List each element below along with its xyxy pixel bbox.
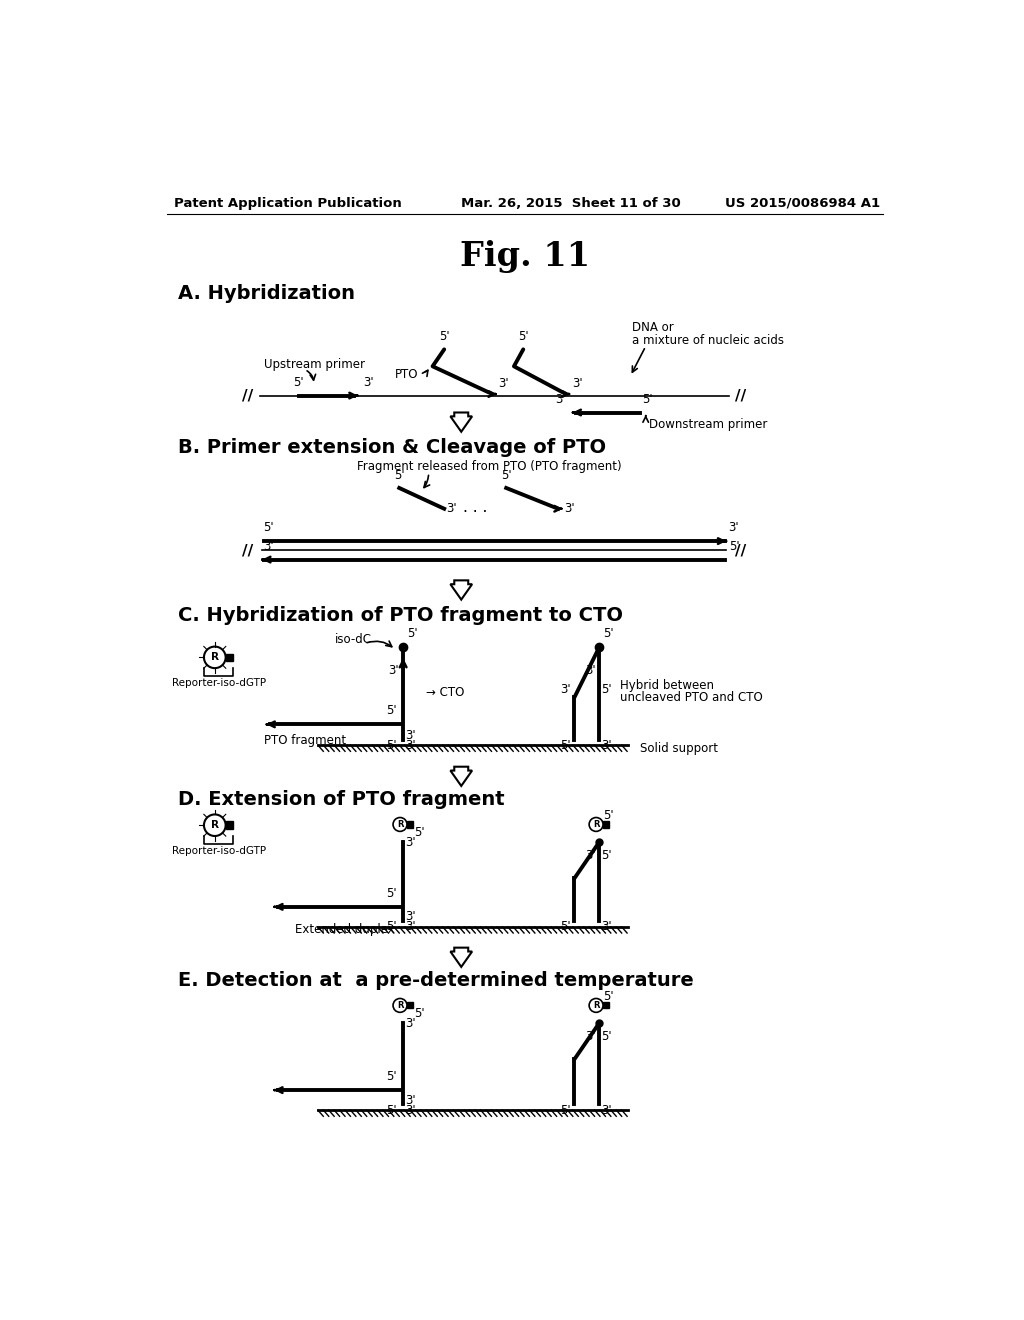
Text: Reporter-iso-dGTP: Reporter-iso-dGTP <box>172 846 266 855</box>
Text: · · ·: · · · <box>463 506 487 520</box>
Polygon shape <box>451 948 472 966</box>
FancyBboxPatch shape <box>225 653 233 661</box>
Text: A. Hybridization: A. Hybridization <box>178 284 355 302</box>
Text: 5': 5' <box>414 825 425 838</box>
Text: Extended duplex: Extended duplex <box>295 924 394 936</box>
Text: Downstream primer: Downstream primer <box>649 417 767 430</box>
Text: 3': 3' <box>406 1016 416 1030</box>
Text: //: // <box>734 544 745 557</box>
Text: uncleaved PTO and CTO: uncleaved PTO and CTO <box>621 690 763 704</box>
Text: 5': 5' <box>386 705 397 718</box>
Text: 3': 3' <box>406 920 416 933</box>
Text: 3': 3' <box>560 684 570 696</box>
Text: PTO fragment: PTO fragment <box>263 734 346 747</box>
Text: US 2015/0086984 A1: US 2015/0086984 A1 <box>725 197 880 210</box>
Text: DNA or: DNA or <box>632 321 674 334</box>
Text: 3': 3' <box>499 378 509 391</box>
Text: R: R <box>211 820 219 830</box>
Text: 5': 5' <box>560 920 570 933</box>
Text: 5': 5' <box>263 521 274 535</box>
Text: Fig. 11: Fig. 11 <box>460 240 590 273</box>
Text: 5': 5' <box>293 376 304 388</box>
Text: Upstream primer: Upstream primer <box>263 358 365 371</box>
Text: D. Extension of PTO fragment: D. Extension of PTO fragment <box>178 791 505 809</box>
Text: 3': 3' <box>406 911 416 924</box>
Text: PTO: PTO <box>395 367 419 380</box>
Text: 5': 5' <box>560 739 570 752</box>
Text: //: // <box>243 544 254 557</box>
Text: 5': 5' <box>439 330 450 343</box>
Text: 5': 5' <box>501 469 512 482</box>
Text: 3': 3' <box>601 920 612 933</box>
Text: R: R <box>396 1001 403 1010</box>
Text: 3': 3' <box>572 378 583 391</box>
Text: 3': 3' <box>585 1030 595 1043</box>
Text: 5': 5' <box>386 1071 397 1084</box>
Text: //: // <box>734 388 745 403</box>
Text: 3': 3' <box>406 836 416 849</box>
Text: 5': 5' <box>603 990 613 1003</box>
Text: 5': 5' <box>386 1104 397 1117</box>
Text: 5': 5' <box>601 849 612 862</box>
Text: 5': 5' <box>603 809 613 822</box>
Text: 5': 5' <box>601 684 612 696</box>
Text: 5': 5' <box>560 1104 570 1117</box>
Text: 5': 5' <box>642 392 652 405</box>
Text: B. Primer extension & Cleavage of PTO: B. Primer extension & Cleavage of PTO <box>178 438 606 457</box>
FancyBboxPatch shape <box>407 821 414 828</box>
Text: 5': 5' <box>407 627 418 640</box>
Text: 5': 5' <box>414 1007 425 1019</box>
FancyBboxPatch shape <box>603 821 609 828</box>
Text: 3': 3' <box>362 376 374 388</box>
Polygon shape <box>451 412 472 432</box>
Text: 5': 5' <box>601 1030 612 1043</box>
FancyBboxPatch shape <box>225 821 233 829</box>
Text: 3': 3' <box>601 1104 612 1117</box>
Text: 3': 3' <box>585 849 595 862</box>
Text: E. Detection at  a pre-determined temperature: E. Detection at a pre-determined tempera… <box>178 972 694 990</box>
Text: Solid support: Solid support <box>640 742 718 755</box>
Text: 3': 3' <box>406 739 416 752</box>
Text: R: R <box>593 820 599 829</box>
Text: 3': 3' <box>389 664 399 677</box>
Text: Hybrid between: Hybrid between <box>621 680 714 693</box>
Text: R: R <box>211 652 219 663</box>
Text: //: // <box>243 388 254 403</box>
Text: Mar. 26, 2015  Sheet 11 of 30: Mar. 26, 2015 Sheet 11 of 30 <box>461 197 681 210</box>
Text: 3': 3' <box>555 392 566 405</box>
Text: 3': 3' <box>601 739 612 752</box>
Text: 3': 3' <box>406 1093 416 1106</box>
Text: 3': 3' <box>585 664 595 677</box>
Text: 5': 5' <box>394 469 404 482</box>
Polygon shape <box>451 581 472 599</box>
Text: 3': 3' <box>564 502 574 515</box>
Text: Patent Application Publication: Patent Application Publication <box>174 197 402 210</box>
FancyBboxPatch shape <box>407 1002 414 1008</box>
Text: 3': 3' <box>406 1104 416 1117</box>
Text: 5': 5' <box>386 920 397 933</box>
Text: 5': 5' <box>603 627 613 640</box>
Text: → CTO: → CTO <box>426 685 465 698</box>
Text: 3': 3' <box>446 502 457 515</box>
Text: R: R <box>593 1001 599 1010</box>
Text: R: R <box>396 820 403 829</box>
Text: iso-dC: iso-dC <box>335 634 372 647</box>
Text: 3': 3' <box>729 521 739 535</box>
Text: 5': 5' <box>729 540 739 553</box>
Text: Reporter-iso-dGTP: Reporter-iso-dGTP <box>172 677 266 688</box>
Text: 5': 5' <box>386 739 397 752</box>
Text: a mixture of nucleic acids: a mixture of nucleic acids <box>632 334 783 347</box>
FancyBboxPatch shape <box>603 1002 609 1008</box>
Text: C. Hybridization of PTO fragment to CTO: C. Hybridization of PTO fragment to CTO <box>178 606 624 624</box>
Text: 5': 5' <box>386 887 397 900</box>
Text: 5': 5' <box>518 330 528 343</box>
Text: Fragment released from PTO (PTO fragment): Fragment released from PTO (PTO fragment… <box>356 459 622 473</box>
Polygon shape <box>451 767 472 785</box>
Text: 3': 3' <box>406 730 416 742</box>
Text: 3': 3' <box>263 540 274 553</box>
